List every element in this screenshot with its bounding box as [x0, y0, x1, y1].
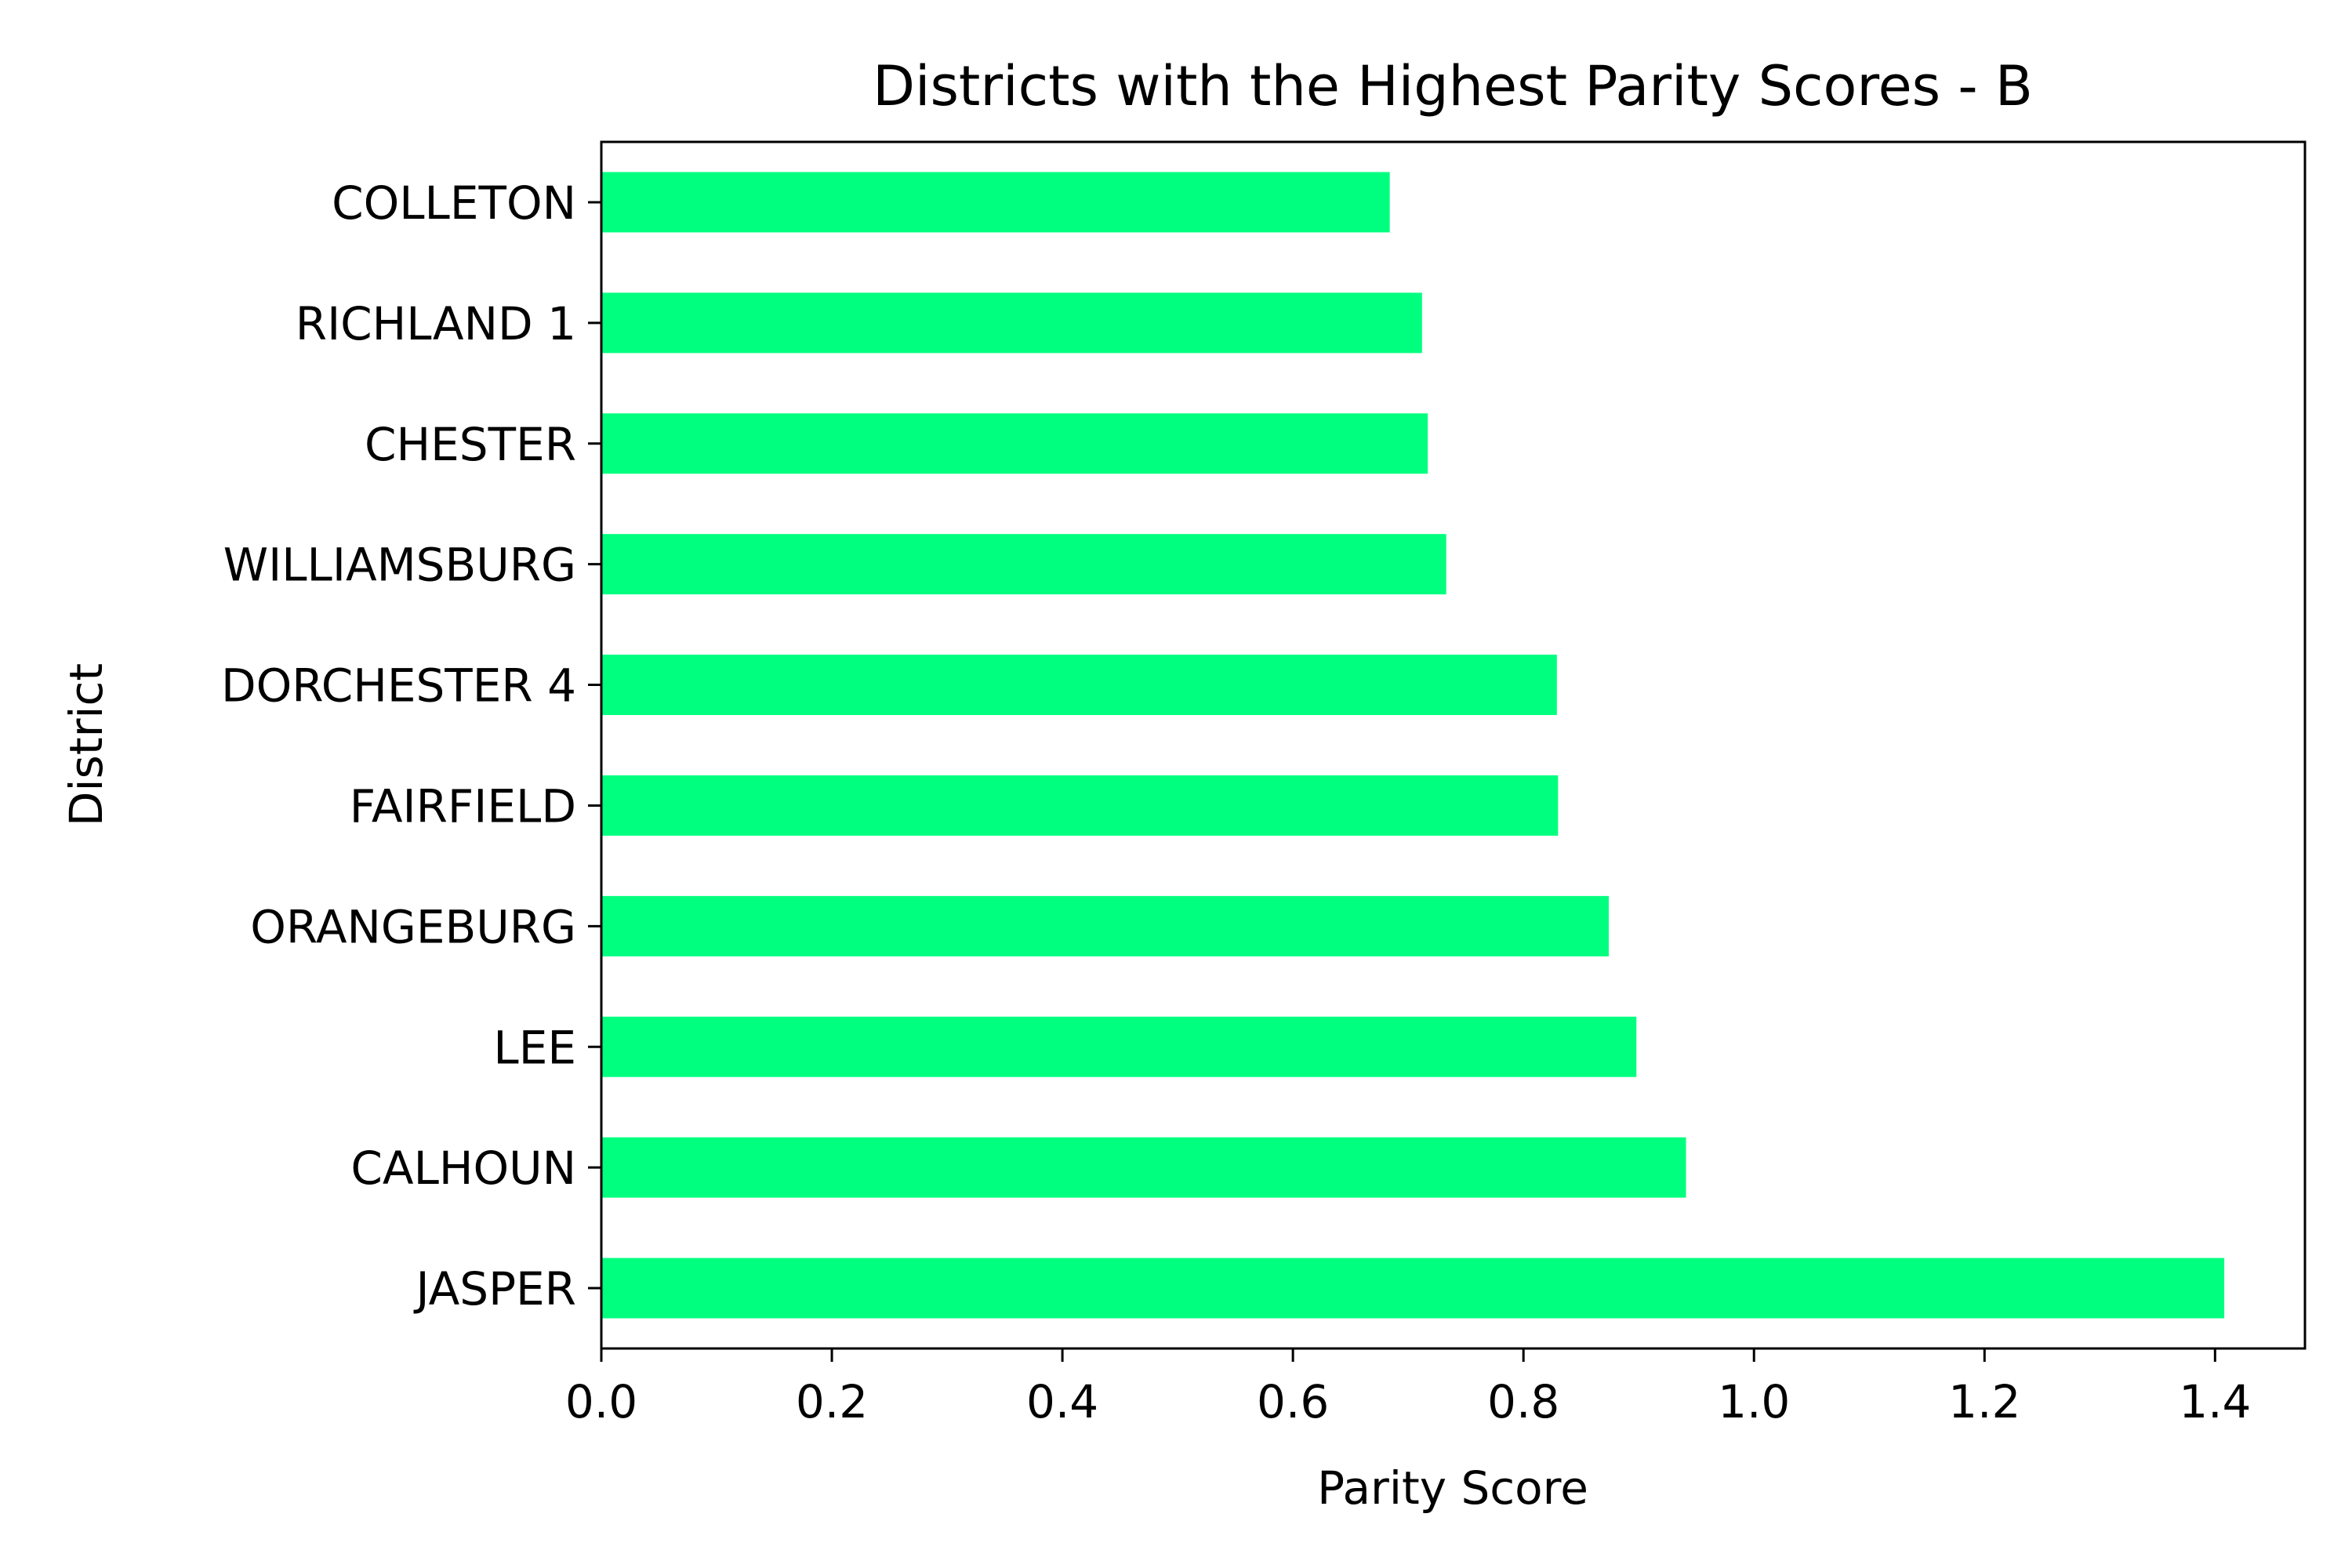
y-tick-label: COLLETON: [332, 176, 576, 230]
y-tick-label: ORANGEBURG: [250, 900, 576, 953]
y-tick-label: CHESTER: [365, 418, 576, 471]
y-tick-label: FAIRFIELD: [350, 779, 576, 833]
bar-dorchester-4: [601, 655, 1557, 716]
y-tick-label: DORCHESTER 4: [221, 659, 576, 713]
y-axis-ticks: JASPER CALHOUN LEE ORANGEBURG FAIRFIELD DORCH…: [221, 176, 601, 1316]
y-tick-label: JASPER: [413, 1262, 576, 1316]
y-tick-label: WILLIAMSBURG: [223, 539, 576, 592]
x-tick-label: 0.8: [1487, 1375, 1559, 1428]
x-axis-label: Parity Score: [1317, 1461, 1588, 1515]
y-tick-label: RICHLAND 1: [296, 297, 576, 350]
x-tick-label: 1.2: [1948, 1375, 2020, 1428]
bar-jasper: [601, 1258, 2225, 1319]
x-tick-label: 1.0: [1718, 1375, 1790, 1428]
chart-title: Districts with the Highest Parity Scores…: [873, 54, 2033, 118]
x-tick-label: 0.4: [1026, 1375, 1098, 1428]
x-tick-label: 1.4: [2179, 1375, 2251, 1428]
x-tick-label: 0.0: [565, 1375, 637, 1428]
x-axis-ticks: 0.0 0.2 0.4 0.6 0.8 1.0 1.2 1.4: [565, 1348, 2251, 1428]
y-tick-label: LEE: [493, 1021, 576, 1074]
bars-group: [601, 172, 2225, 1319]
bar-chester: [601, 413, 1428, 474]
bar-colleton: [601, 172, 1390, 233]
y-axis-label: District: [60, 663, 113, 826]
x-tick-label: 0.2: [796, 1375, 868, 1428]
bar-calhoun: [601, 1137, 1686, 1198]
bar-williamsburg: [601, 534, 1446, 595]
y-tick-label: CALHOUN: [350, 1142, 576, 1195]
bar-lee: [601, 1016, 1637, 1077]
bar-fairfield: [601, 775, 1559, 836]
x-tick-label: 0.6: [1257, 1375, 1329, 1428]
bar-richland-1: [601, 292, 1422, 354]
bar-orangeburg: [601, 895, 1609, 956]
plot-area-frame: [600, 140, 2307, 1350]
